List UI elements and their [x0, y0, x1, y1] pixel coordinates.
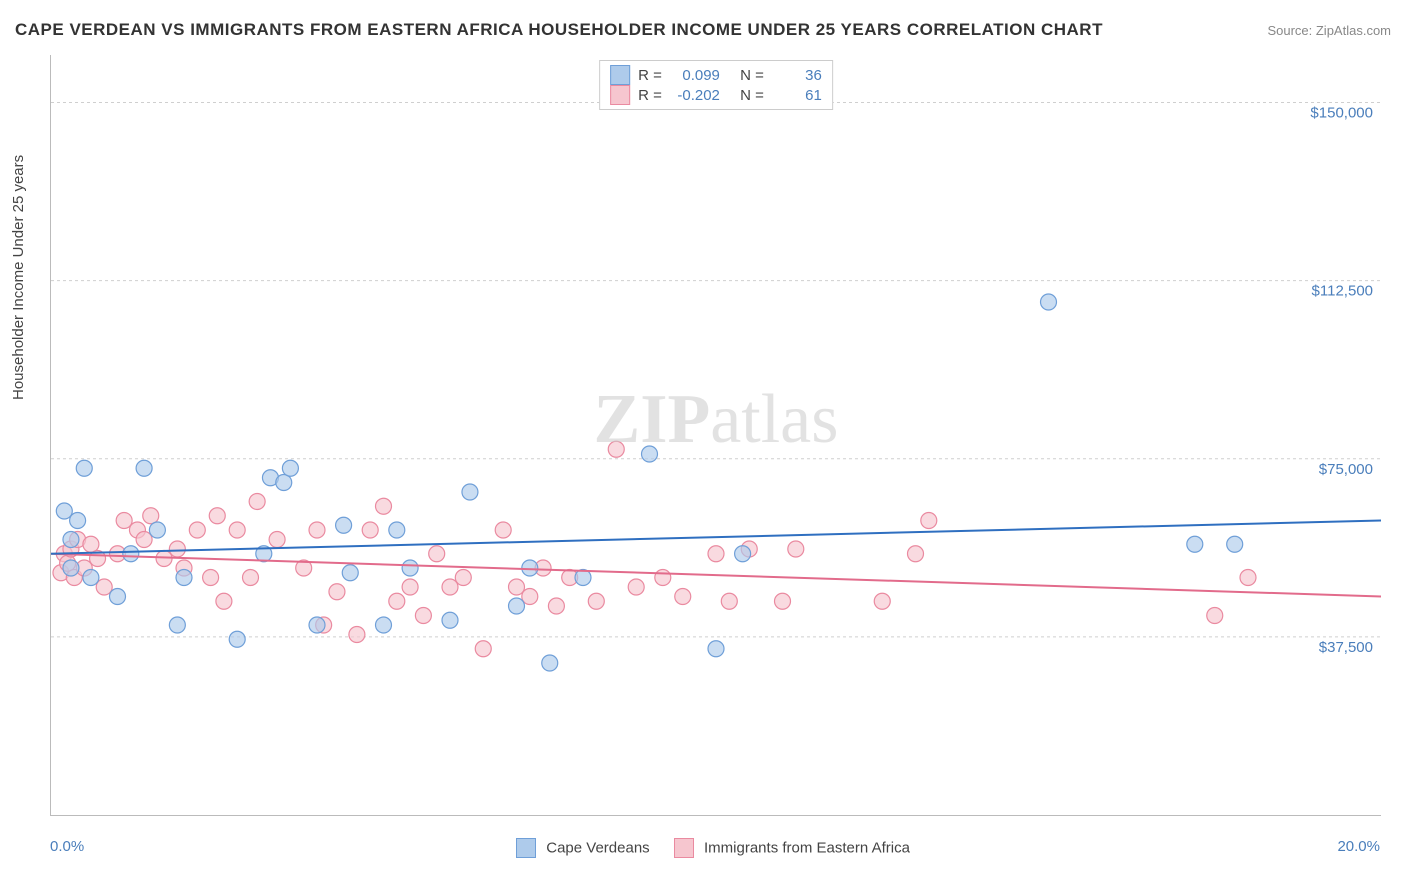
legend-swatch-b-bottom: [674, 838, 694, 858]
n-value-b: 61: [772, 87, 822, 104]
legend-swatch-b: [610, 85, 630, 105]
plot-frame: $37,500 $75,000 $112,500 $150,000 R = 0.099…: [50, 55, 1381, 816]
legend-label-a: Cape Verdeans: [546, 840, 649, 857]
chart-title: CAPE VERDEAN VS IMMIGRANTS FROM EASTERN …: [15, 20, 1103, 40]
svg-text:$75,000: $75,000: [1319, 461, 1373, 478]
r-label-a: R =: [638, 67, 662, 84]
scatter-plot: $37,500 $75,000 $112,500 $150,000: [51, 55, 1381, 815]
r-value-a: 0.099: [670, 67, 720, 84]
correlation-row-a: R = 0.099 N = 36: [610, 65, 822, 85]
r-value-b: -0.202: [670, 87, 720, 104]
source-label: Source: ZipAtlas.com: [1267, 23, 1391, 38]
n-value-a: 36: [772, 67, 822, 84]
svg-text:$37,500: $37,500: [1319, 639, 1373, 656]
r-label-b: R =: [638, 87, 662, 104]
svg-text:$150,000: $150,000: [1310, 105, 1373, 122]
legend-swatch-a-bottom: [516, 838, 536, 858]
n-label-a: N =: [740, 67, 764, 84]
correlation-legend: R = 0.099 N = 36 R = -0.202 N = 61: [599, 60, 833, 110]
svg-text:$112,500: $112,500: [1312, 283, 1373, 300]
legend-swatch-a: [610, 65, 630, 85]
bottom-legend: Cape Verdeans Immigrants from Eastern Af…: [0, 838, 1406, 858]
correlation-row-b: R = -0.202 N = 61: [610, 85, 822, 105]
n-label-b: N =: [740, 87, 764, 104]
legend-label-b: Immigrants from Eastern Africa: [704, 840, 910, 857]
title-bar: CAPE VERDEAN VS IMMIGRANTS FROM EASTERN …: [15, 20, 1391, 40]
y-axis-label: Householder Income Under 25 years: [10, 155, 27, 400]
